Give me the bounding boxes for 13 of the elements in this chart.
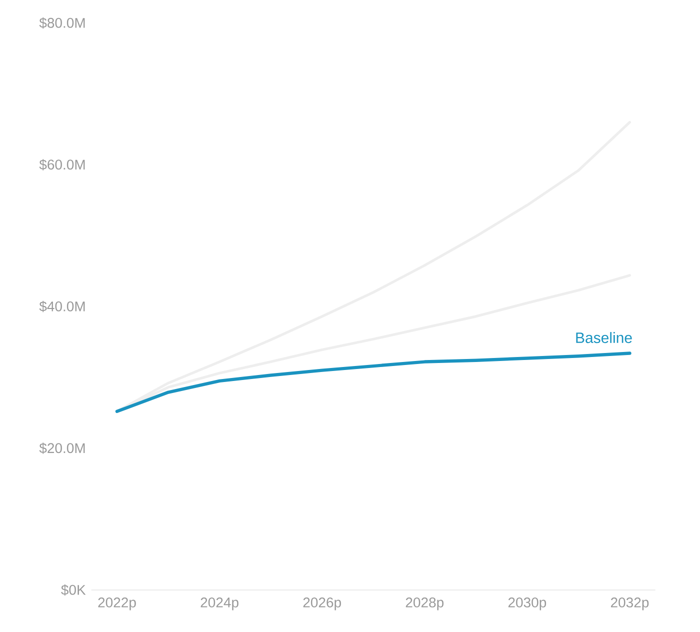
x-tick-label: 2024p xyxy=(200,598,238,610)
x-tick-label: 2026p xyxy=(303,598,341,610)
x-tick-label: 2028p xyxy=(406,598,444,610)
series-label: Baseline xyxy=(576,332,632,344)
x-tick-label: 2030p xyxy=(508,598,546,610)
x-tick-label: 2032p xyxy=(610,598,649,610)
y-tick-label: $0K xyxy=(61,584,86,596)
y-tick-label: $20.0M xyxy=(39,442,85,454)
y-tick-label: $60.0M xyxy=(39,159,85,170)
y-tick-label: $40.0M xyxy=(39,300,85,312)
y-tick-label: $80.0M xyxy=(39,17,85,29)
line-series xyxy=(115,352,632,413)
x-tick-label: 2022p xyxy=(98,598,136,610)
